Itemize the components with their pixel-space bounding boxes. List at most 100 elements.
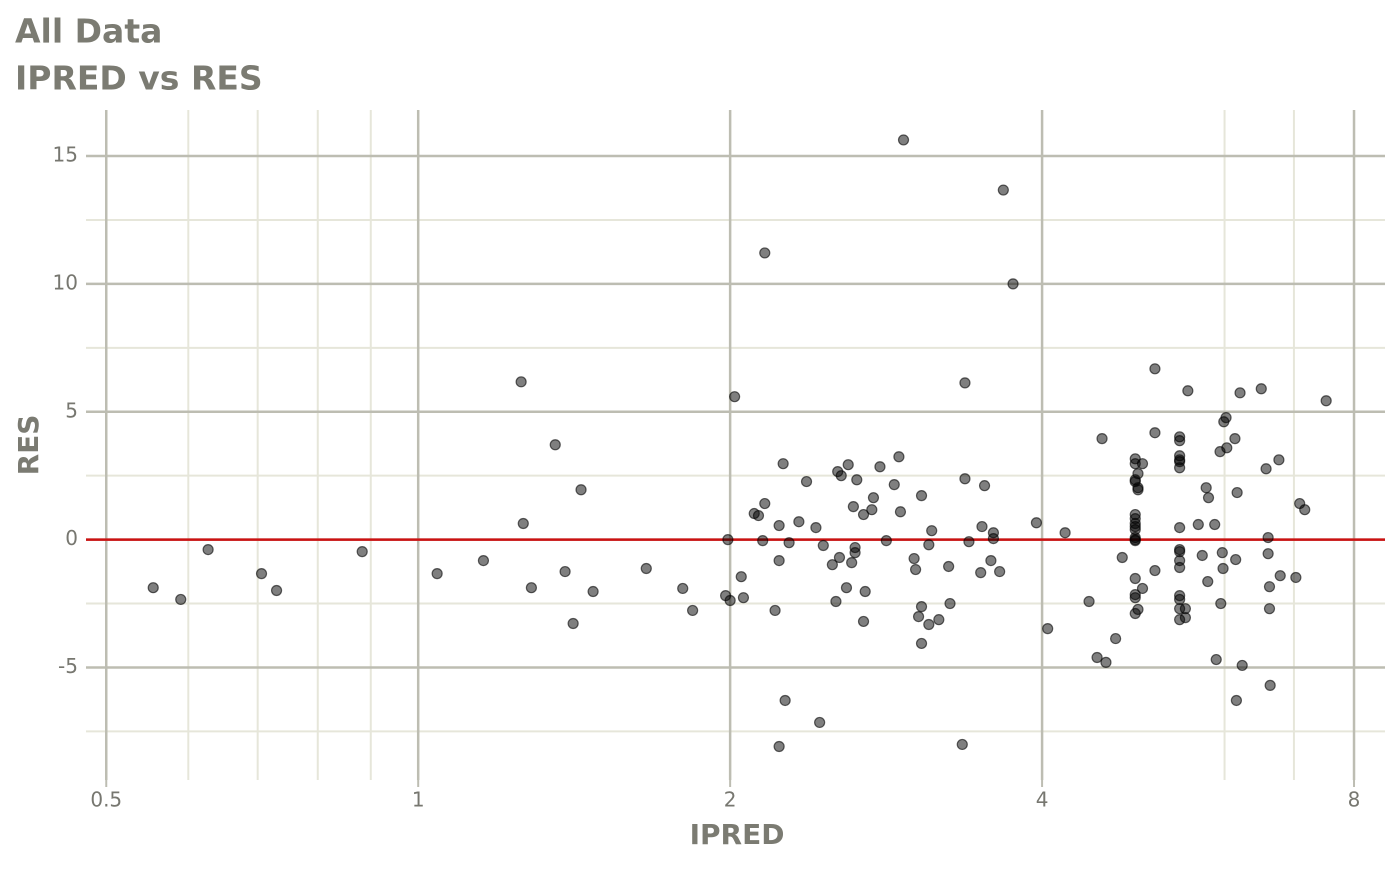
point bbox=[777, 458, 789, 470]
point bbox=[1221, 442, 1233, 454]
point bbox=[1091, 651, 1103, 664]
point bbox=[1136, 582, 1149, 595]
point bbox=[1174, 521, 1186, 534]
point bbox=[846, 557, 858, 569]
point bbox=[773, 519, 785, 532]
x-tick-label: 0.5 bbox=[90, 788, 122, 812]
point bbox=[779, 694, 791, 707]
point bbox=[849, 541, 861, 554]
point bbox=[1230, 553, 1242, 566]
plot bbox=[86, 134, 1385, 753]
x-tick-label: 2 bbox=[724, 788, 737, 812]
point bbox=[575, 484, 587, 496]
point bbox=[759, 247, 771, 259]
point bbox=[1320, 395, 1332, 407]
point bbox=[1231, 486, 1243, 499]
point bbox=[1216, 547, 1228, 559]
point bbox=[1132, 603, 1144, 616]
point bbox=[1255, 383, 1267, 395]
x-tick-label: 8 bbox=[1348, 788, 1361, 812]
point bbox=[783, 537, 795, 549]
point bbox=[975, 567, 987, 579]
point bbox=[1263, 581, 1276, 593]
point bbox=[956, 738, 968, 751]
point bbox=[1262, 548, 1274, 560]
point bbox=[175, 593, 187, 606]
point bbox=[567, 617, 579, 630]
point bbox=[994, 565, 1006, 578]
point bbox=[549, 439, 561, 451]
point bbox=[908, 552, 920, 565]
point bbox=[910, 563, 922, 576]
point bbox=[640, 562, 652, 575]
y-tick-label: 15 bbox=[53, 143, 78, 167]
point bbox=[978, 480, 991, 492]
point bbox=[729, 391, 741, 403]
x-tick-label: 1 bbox=[412, 788, 425, 812]
point bbox=[1083, 595, 1095, 608]
point bbox=[1290, 571, 1302, 584]
point bbox=[1129, 535, 1141, 547]
point bbox=[1209, 518, 1221, 531]
point bbox=[926, 525, 938, 537]
point bbox=[800, 475, 813, 488]
point bbox=[202, 543, 214, 556]
point bbox=[893, 451, 905, 463]
point bbox=[814, 716, 826, 729]
point bbox=[1196, 549, 1208, 562]
point bbox=[1215, 597, 1227, 610]
point bbox=[759, 497, 771, 510]
point bbox=[793, 516, 805, 528]
point bbox=[817, 539, 829, 552]
grid bbox=[86, 110, 1385, 787]
point bbox=[773, 554, 785, 567]
point bbox=[769, 604, 781, 617]
point bbox=[915, 637, 928, 650]
point bbox=[959, 473, 971, 485]
point bbox=[431, 568, 443, 580]
point bbox=[1059, 527, 1071, 539]
point bbox=[830, 595, 842, 608]
point bbox=[842, 459, 854, 471]
point bbox=[1274, 570, 1286, 582]
point bbox=[857, 615, 870, 628]
point bbox=[1149, 363, 1161, 375]
x-axis-title: IPRED bbox=[690, 818, 785, 851]
point bbox=[1132, 468, 1144, 480]
point bbox=[1182, 385, 1194, 397]
point bbox=[559, 565, 571, 578]
point bbox=[987, 532, 1000, 545]
point bbox=[525, 582, 537, 594]
point bbox=[833, 551, 846, 564]
point bbox=[1149, 564, 1161, 577]
point bbox=[737, 592, 750, 604]
point bbox=[147, 582, 159, 594]
point bbox=[1273, 454, 1285, 466]
point bbox=[477, 554, 490, 567]
point bbox=[943, 560, 955, 573]
point bbox=[897, 134, 910, 146]
point bbox=[1234, 387, 1246, 399]
point bbox=[1263, 603, 1276, 615]
point bbox=[874, 461, 886, 473]
point bbox=[810, 521, 822, 534]
point bbox=[1264, 679, 1276, 691]
point bbox=[976, 520, 988, 533]
point bbox=[1220, 412, 1232, 424]
point bbox=[933, 614, 945, 626]
point bbox=[915, 490, 928, 502]
point bbox=[1149, 427, 1161, 439]
point bbox=[963, 536, 975, 548]
point bbox=[1116, 551, 1128, 564]
point bbox=[1210, 653, 1222, 666]
point bbox=[835, 470, 847, 482]
point bbox=[1179, 612, 1191, 624]
point bbox=[1030, 517, 1043, 529]
y-tick-label: 10 bbox=[53, 270, 78, 294]
point bbox=[1174, 462, 1186, 474]
point bbox=[1202, 492, 1215, 504]
point bbox=[880, 535, 892, 547]
point bbox=[888, 479, 900, 491]
point bbox=[1096, 433, 1108, 445]
